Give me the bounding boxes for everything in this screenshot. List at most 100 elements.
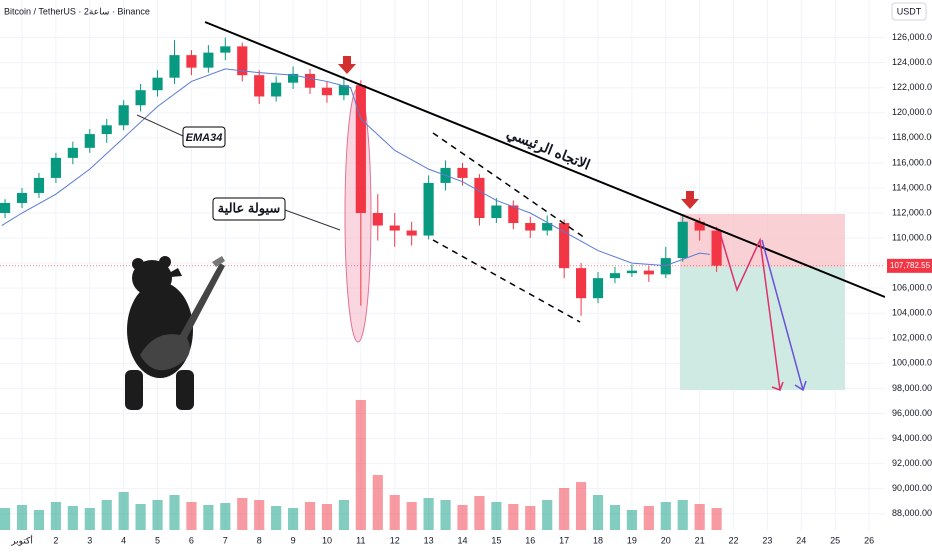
chart-title: Bitcoin / TetherUS · 2ساعة · Binance bbox=[4, 6, 150, 16]
channel-line bbox=[432, 239, 581, 323]
annotation: EMA34 bbox=[186, 132, 223, 144]
candle-body bbox=[169, 55, 180, 78]
volume-bar bbox=[203, 505, 214, 530]
x-tick-label: 26 bbox=[864, 535, 874, 545]
volume-bar bbox=[101, 500, 112, 530]
volume bbox=[0, 400, 722, 530]
x-tick-label: 8 bbox=[257, 535, 262, 545]
y-tick-label: 110,000.00 bbox=[892, 232, 932, 242]
x-tick-label: 6 bbox=[189, 535, 194, 545]
x-tick-label: 7 bbox=[223, 535, 228, 545]
annotation-box bbox=[212, 197, 286, 221]
x-tick-label: 5 bbox=[155, 535, 160, 545]
volume-bar bbox=[220, 503, 231, 530]
candle-body bbox=[559, 223, 570, 269]
candle-body bbox=[0, 202, 11, 214]
candle-body bbox=[271, 82, 282, 97]
x-tick-label: 14 bbox=[457, 535, 467, 545]
volume-bar bbox=[287, 508, 299, 530]
volume-bar bbox=[321, 504, 333, 530]
current-price-label: 107,782.55 bbox=[890, 261, 931, 270]
candle-body bbox=[338, 85, 349, 96]
x-tick-label: 2 bbox=[53, 535, 58, 545]
channel-line bbox=[432, 132, 586, 239]
y-tick-label: 118,000.00 bbox=[892, 132, 932, 142]
y-tick-label: 124,000.00 bbox=[892, 57, 932, 67]
candle-body bbox=[67, 147, 78, 158]
candle-body bbox=[389, 225, 400, 231]
volume-bar bbox=[254, 500, 265, 530]
volume-bar bbox=[508, 504, 519, 530]
volume-bar bbox=[338, 500, 349, 530]
volume-bar bbox=[406, 502, 417, 530]
volume-bar bbox=[542, 500, 553, 530]
x-tick-label: 10 bbox=[322, 535, 332, 545]
volume-bar bbox=[626, 510, 637, 530]
volume-bar bbox=[474, 496, 485, 530]
candle-body bbox=[321, 87, 333, 96]
candle-body bbox=[525, 223, 536, 231]
down-arrow bbox=[338, 56, 356, 74]
volume-bar bbox=[440, 500, 451, 530]
candle-body bbox=[254, 75, 265, 97]
candle-body bbox=[508, 205, 519, 224]
volume-bar bbox=[271, 506, 282, 530]
axes: 88,000.00 90,000.00 92,000.00 94,000.00 96,0… bbox=[10, 32, 932, 546]
candle-body bbox=[592, 278, 604, 299]
y-tick-label: 120,000.00 bbox=[892, 107, 932, 117]
currency: USDT bbox=[897, 6, 922, 16]
volume-bar bbox=[677, 500, 688, 530]
candle-body bbox=[609, 273, 621, 279]
volume-bar bbox=[694, 504, 705, 530]
x-tick-label: 20 bbox=[661, 535, 671, 545]
y-tick-label: 102,000.00 bbox=[892, 333, 932, 343]
currency-box bbox=[891, 2, 927, 21]
target-zone bbox=[680, 267, 845, 390]
x-tick-label: 23 bbox=[762, 535, 772, 545]
candle-body bbox=[372, 213, 383, 226]
volume-bar bbox=[559, 488, 570, 530]
y-tick-label: 112,000.00 bbox=[892, 207, 932, 217]
annotation-box bbox=[182, 126, 226, 148]
x-tick-label: 22 bbox=[729, 535, 739, 545]
candle-body bbox=[16, 192, 28, 203]
candle-body bbox=[33, 177, 45, 193]
candle-body bbox=[677, 221, 688, 259]
grid bbox=[0, 0, 885, 530]
ema-line bbox=[1, 68, 710, 267]
volume-bar bbox=[152, 500, 163, 530]
candle-body bbox=[118, 105, 129, 126]
y-tick-label: 116,000.00 bbox=[892, 157, 932, 167]
x-tick-label: 24 bbox=[796, 535, 806, 545]
x-tick-label: أكتوبر bbox=[10, 533, 33, 546]
candle-body bbox=[135, 90, 146, 106]
arrow-head bbox=[794, 380, 807, 392]
y-tick-label: 106,000.00 bbox=[892, 283, 932, 293]
leader-line bbox=[284, 209, 341, 231]
candle-body bbox=[694, 221, 705, 231]
volume-bar bbox=[643, 506, 654, 530]
x-tick-label: 12 bbox=[390, 535, 400, 545]
down-arrow bbox=[681, 191, 699, 209]
candle-body bbox=[237, 46, 248, 76]
candle-body bbox=[457, 167, 468, 178]
y-tick-label: 100,000.00 bbox=[892, 358, 932, 368]
volume-bar bbox=[711, 508, 722, 530]
volume-bar bbox=[186, 502, 197, 530]
x-tick-label: 3 bbox=[87, 535, 92, 545]
volume-bar bbox=[304, 502, 316, 530]
price-axis-bg bbox=[885, 0, 932, 550]
plot bbox=[0, 37, 885, 316]
candle-body bbox=[423, 182, 434, 236]
candle-body bbox=[220, 46, 231, 53]
volume-bar bbox=[50, 502, 61, 530]
projection-path bbox=[761, 239, 804, 391]
candle-body bbox=[152, 77, 163, 91]
trendline bbox=[204, 21, 886, 298]
candle-body bbox=[203, 52, 214, 68]
volume-bar bbox=[609, 505, 621, 530]
volume-bar bbox=[118, 492, 129, 530]
x-tick-label: 4 bbox=[121, 535, 126, 545]
candle-body bbox=[406, 230, 417, 236]
